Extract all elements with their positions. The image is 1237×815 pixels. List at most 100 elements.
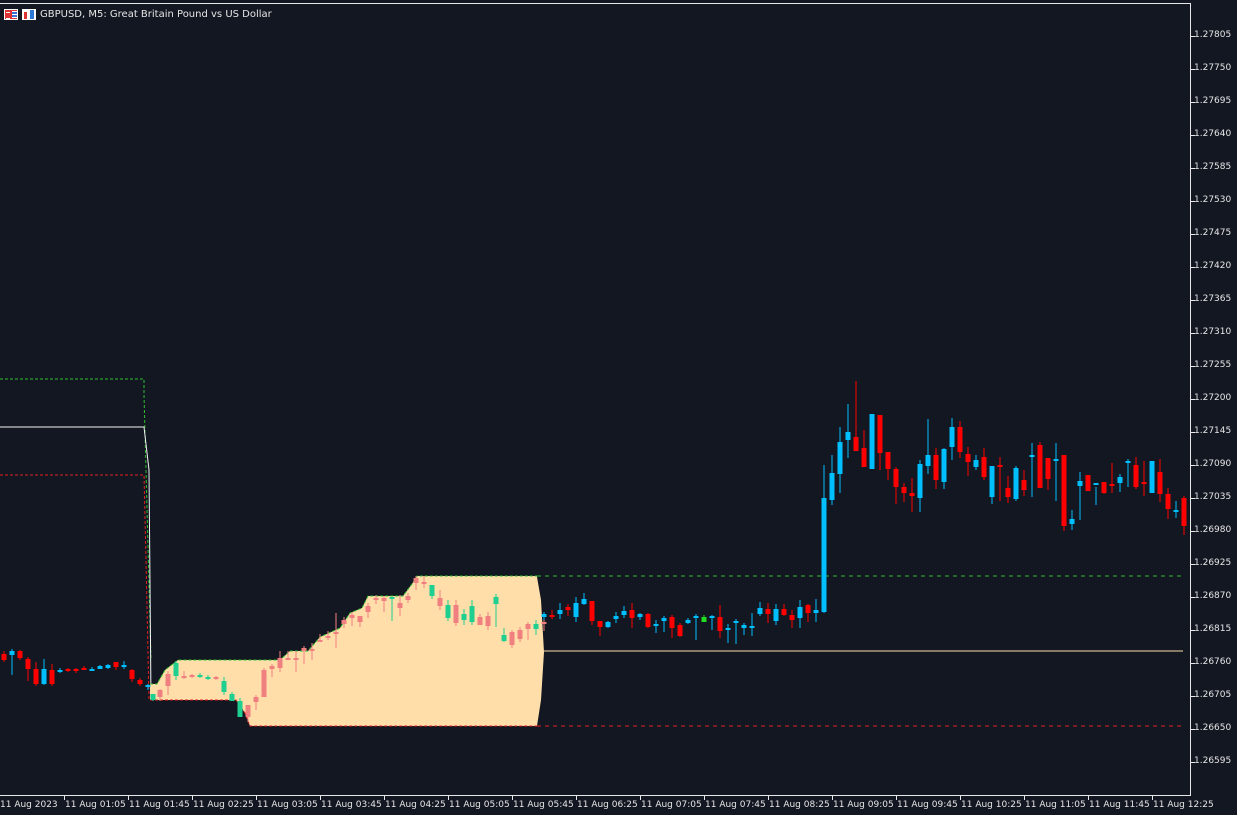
- chart-area[interactable]: [0, 3, 1191, 796]
- candle-body: [113, 662, 119, 667]
- chart-title: GBPUSD, M5: Great Britain Pound vs US Do…: [40, 8, 272, 20]
- candle-body: [229, 694, 235, 701]
- candle-body: [293, 658, 299, 660]
- candle-body: [517, 630, 523, 639]
- candle-body: [789, 615, 795, 620]
- candle-body: [901, 487, 907, 493]
- candle-body: [629, 610, 635, 618]
- price-axis[interactable]: 1.27805 1.27750 1.27695 1.27640 1.27585 1.275…: [1191, 0, 1237, 796]
- list-icon[interactable]: [4, 8, 18, 20]
- candle-body: [325, 636, 331, 638]
- candle-body: [581, 599, 587, 604]
- candle-body: [973, 460, 979, 467]
- candle-body: [589, 601, 595, 621]
- candle-body: [909, 493, 915, 496]
- range-high-line: [150, 575, 537, 685]
- chart-icon[interactable]: [22, 8, 36, 20]
- price-label: 1.26925: [1194, 558, 1232, 568]
- candle-body: [741, 625, 747, 628]
- candle-body: [541, 614, 547, 617]
- candle-body: [261, 670, 267, 697]
- candle-body: [1013, 468, 1019, 499]
- time-tick: [768, 796, 769, 800]
- candle-body: [1005, 488, 1011, 497]
- time-axis[interactable]: 11 Aug 2023 11 Aug 01:05 11 Aug 01:45 11 Au…: [0, 796, 1237, 815]
- candle-body: [145, 685, 151, 687]
- candle-body: [525, 624, 531, 629]
- candle-body: [781, 609, 787, 615]
- candle-body: [853, 437, 859, 451]
- candle-body: [137, 680, 143, 684]
- price-tick: [1191, 366, 1195, 367]
- price-tick: [1191, 36, 1195, 37]
- candle-body: [309, 649, 315, 651]
- candle-body: [989, 466, 995, 497]
- candle-body: [461, 614, 467, 620]
- candle-body: [637, 614, 643, 617]
- candle-body: [17, 651, 23, 658]
- candle-body: [205, 677, 211, 679]
- candlestick-plot[interactable]: [0, 0, 1191, 796]
- candle-body: [877, 415, 883, 453]
- time-tick: [384, 796, 385, 800]
- price-tick: [1191, 531, 1195, 532]
- time-tick: [576, 796, 577, 800]
- candle-body: [49, 670, 55, 684]
- price-tick: [1191, 201, 1195, 202]
- candle-body: [869, 414, 875, 469]
- price-label: 1.27420: [1194, 261, 1232, 271]
- candle-body: [421, 582, 427, 584]
- candle-body: [693, 616, 699, 618]
- candle-body: [733, 621, 739, 623]
- price-label: 1.26595: [1194, 756, 1232, 766]
- candle-body: [565, 607, 571, 610]
- candle-body: [893, 469, 899, 487]
- candle-body: [557, 610, 563, 614]
- candle-body: [269, 666, 275, 669]
- candle-body: [1117, 477, 1123, 483]
- candle-body: [749, 626, 755, 628]
- candle-body: [301, 648, 307, 651]
- candle-body: [1061, 455, 1067, 526]
- candle-body: [845, 432, 851, 440]
- candle-body: [9, 651, 15, 655]
- candle-body: [197, 675, 203, 677]
- candle-body: [773, 609, 779, 621]
- price-label: 1.27200: [1194, 393, 1232, 403]
- candle-body: [509, 632, 515, 645]
- candle-body: [501, 635, 507, 641]
- candle-body: [1165, 494, 1171, 509]
- candle-body: [1029, 455, 1035, 457]
- time-label: 11 Aug 07:05: [641, 800, 702, 810]
- candle-body: [597, 621, 603, 627]
- candle-body: [573, 603, 579, 617]
- price-label: 1.27475: [1194, 228, 1232, 238]
- price-label: 1.27750: [1194, 63, 1232, 73]
- candle-body: [1077, 481, 1083, 486]
- candle-body: [885, 452, 891, 469]
- candle-body: [701, 617, 707, 622]
- candle-body: [341, 620, 347, 624]
- candle-body: [837, 442, 843, 474]
- price-label: 1.27310: [1194, 327, 1232, 337]
- price-tick: [1191, 696, 1195, 697]
- candle-body: [533, 624, 539, 629]
- candle-body: [925, 455, 931, 466]
- candle-body: [549, 615, 555, 617]
- time-tick: [1024, 796, 1025, 800]
- price-tick: [1191, 762, 1195, 763]
- price-label: 1.27255: [1194, 360, 1232, 370]
- candle-body: [765, 609, 771, 614]
- price-tick: [1191, 333, 1195, 334]
- time-label: 11 Aug 06:25: [577, 800, 638, 810]
- candle-body: [653, 624, 659, 626]
- candle-body: [333, 632, 339, 634]
- candle-body: [829, 473, 835, 500]
- candle-body: [621, 611, 627, 615]
- candle-body: [1045, 458, 1051, 479]
- time-label: 11 Aug 05:45: [513, 800, 574, 810]
- time-tick: [1152, 796, 1153, 800]
- candle-body: [1149, 461, 1155, 493]
- time-tick: [640, 796, 641, 800]
- candle-body: [453, 605, 459, 623]
